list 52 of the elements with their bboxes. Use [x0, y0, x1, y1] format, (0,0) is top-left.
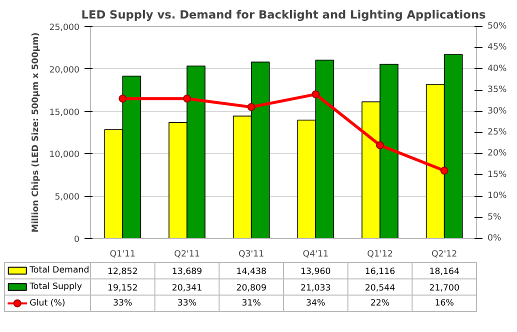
data-label: 22%: [370, 298, 390, 308]
y-tick-label: 20,000: [49, 65, 80, 76]
data-label: 13,960: [300, 267, 331, 278]
data-label: 21,700: [429, 284, 460, 294]
x-tick-label: Q2'12: [431, 250, 458, 260]
data-label: 20,544: [364, 284, 396, 294]
y2-tick-label: 15%: [488, 170, 507, 180]
data-label: 16%: [434, 298, 454, 308]
x-tick-label: Q2'11: [174, 250, 200, 260]
y2-tick-label: 0%: [488, 234, 502, 244]
data-label: 18,164: [429, 267, 460, 278]
y2-tick-label: 45%: [488, 42, 507, 53]
data-label: 19,152: [108, 284, 138, 294]
point: [247, 103, 256, 112]
x-tick-label: Q1'11: [110, 250, 136, 260]
data-label: 34%: [306, 298, 326, 308]
data-label: 31%: [242, 298, 261, 308]
y2-tick-label: 5%: [488, 212, 502, 222]
data-label: 14,438: [236, 267, 266, 278]
y2-tick-label: 25%: [488, 128, 507, 138]
y-tick-label: 15,000: [49, 108, 80, 118]
point: [440, 166, 448, 175]
y2-tick-label: 35%: [488, 85, 507, 96]
data-label: 16,116: [364, 267, 396, 278]
y-tick-label: 10,000: [49, 150, 80, 160]
data-label: 20,809: [236, 284, 266, 294]
y-tick-label: 0: [74, 235, 80, 245]
y-tick-label: 5,000: [54, 192, 80, 203]
data-label: 21,033: [300, 284, 331, 294]
data-label: 13,689: [172, 267, 202, 278]
x-tick-label: Q1'12: [367, 250, 393, 260]
chart-title: LED Supply vs. Demand for Backlight and Lighting Applications: [81, 8, 486, 22]
y2-tick-label: 10%: [488, 191, 507, 202]
point: [376, 141, 384, 150]
point: [118, 94, 127, 103]
y2-tick-label: 20%: [488, 148, 507, 159]
legend-label: Total Supply: [28, 282, 82, 292]
point: [312, 90, 320, 98]
y2-tick-label: 50%: [488, 22, 507, 32]
data-label: 33%: [177, 298, 197, 308]
y-tick-label: 25,000: [49, 23, 80, 33]
y2-tick-label: 40%: [488, 64, 507, 74]
data-label: 12,852: [108, 267, 138, 278]
point: [183, 94, 191, 103]
data-label: 33%: [113, 298, 132, 308]
y2-tick-label: 30%: [488, 106, 507, 116]
legend-label: Total Demand: [28, 266, 90, 276]
x-tick-label: Q3'11: [238, 250, 264, 260]
y-axis-title: Million Chips (LED Size: 500µm x 500µm): [31, 32, 42, 233]
x-tick-label: Q4'11: [302, 250, 329, 260]
data-label: 20,341: [172, 284, 202, 294]
legend-label: Glut (%): [30, 298, 66, 308]
